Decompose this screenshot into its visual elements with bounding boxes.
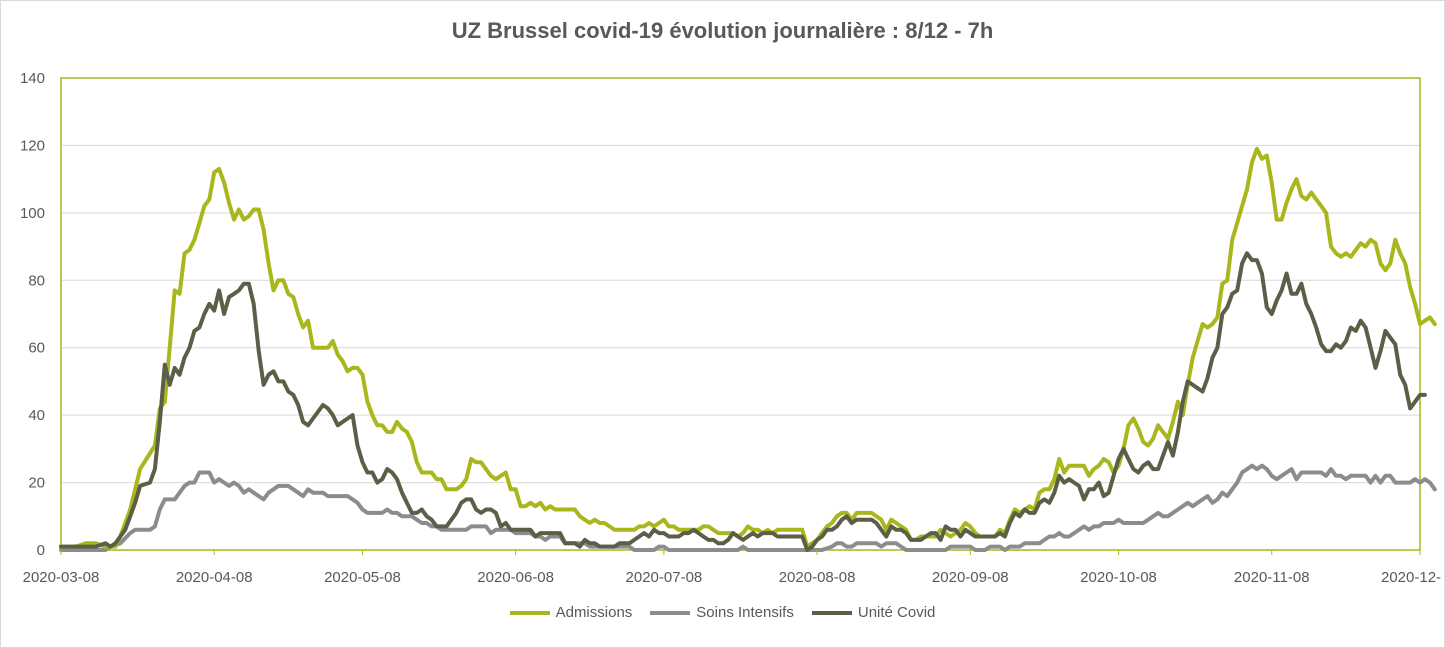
series-unite-covid-line	[59, 251, 1427, 552]
legend-label-unite-covid: Unité Covid	[857, 604, 936, 621]
y-axis-ticks: 0 20 40 60 80 100 120 140	[20, 70, 45, 559]
y-tick-label: 80	[28, 272, 45, 289]
legend-item-unite-covid: Unité Covid	[811, 604, 936, 621]
y-tick-label: 40	[28, 407, 45, 424]
x-axis-ticks: 2020-03-08 2020-04-08 2020-05-08 2020-06-08…	[23, 550, 1441, 586]
legend-swatch-soins-intensifs	[650, 610, 691, 615]
legend-label-admissions: Admissions	[555, 604, 633, 621]
x-tick-label: 2020-05-08	[324, 569, 401, 586]
legend-item-soins-intensifs: Soins Intensifs	[650, 604, 794, 621]
series-admissions-line	[59, 146, 1437, 549]
y-tick-label: 20	[28, 475, 45, 492]
legend-swatch-admissions	[509, 610, 550, 615]
x-tick-label: 2020-03-08	[23, 569, 100, 586]
legend-label-soins-intensifs: Soins Intensifs	[696, 604, 794, 621]
legend-swatch-unite-covid	[811, 610, 852, 615]
y-tick-label: 60	[28, 340, 45, 357]
x-tick-label: 2020-07-08	[626, 569, 703, 586]
gridlines	[61, 77, 1420, 551]
x-tick-label: 2020-10-08	[1080, 569, 1157, 586]
legend: Admissions Soins Intensifs Unité Covid	[0, 604, 1445, 621]
legend-item-admissions: Admissions	[509, 604, 633, 621]
y-tick-label: 140	[20, 70, 45, 87]
x-tick-label: 2020-12-	[1381, 569, 1441, 586]
y-tick-label: 100	[20, 205, 45, 222]
series-soins-intensifs-line	[59, 463, 1437, 552]
x-tick-label: 2020-11-08	[1234, 569, 1310, 586]
y-tick-label: 120	[20, 137, 45, 154]
x-tick-label: 2020-09-08	[932, 569, 1009, 586]
x-tick-label: 2020-04-08	[176, 569, 253, 586]
chart-title: UZ Brussel covid-19 évolution journalièr…	[451, 18, 994, 43]
y-tick-label: 0	[37, 542, 45, 559]
series-layer	[59, 146, 1437, 552]
x-tick-label: 2020-06-08	[477, 569, 554, 586]
x-tick-label: 2020-08-08	[779, 569, 856, 586]
